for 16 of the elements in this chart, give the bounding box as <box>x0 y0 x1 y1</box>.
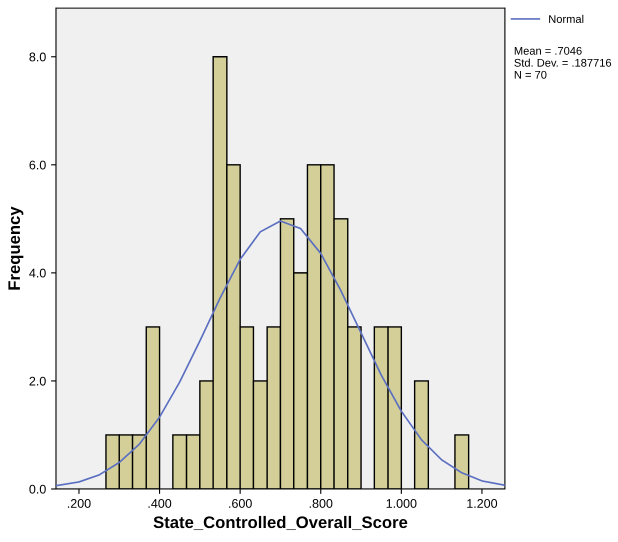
y-tick-label: 8.0 <box>29 52 46 62</box>
y-axis-title: Frequency <box>8 206 24 290</box>
line-series <box>56 220 505 487</box>
legend-label: Normal <box>549 14 584 23</box>
text: Mean = .7046 Std. Dev. = .187716 N = 70 <box>514 46 612 79</box>
y-tick-label: 6.0 <box>30 160 46 170</box>
x-tick-label: .400 <box>148 499 172 508</box>
y-tick-label: 2.0 <box>30 376 46 386</box>
x-tick-label: .200 <box>68 499 91 508</box>
x-tick-label: .800 <box>310 499 332 508</box>
x-axis-title: State_Controlled_Overall_Score <box>154 516 408 530</box>
x-tick-label: 1.000 <box>386 499 416 508</box>
x-tick-label: 1.200 <box>467 499 498 508</box>
x-tick-label: .600 <box>229 499 252 508</box>
y-tick-label: 0.0 <box>29 484 46 494</box>
y-tick-label: 4.0 <box>29 268 46 278</box>
